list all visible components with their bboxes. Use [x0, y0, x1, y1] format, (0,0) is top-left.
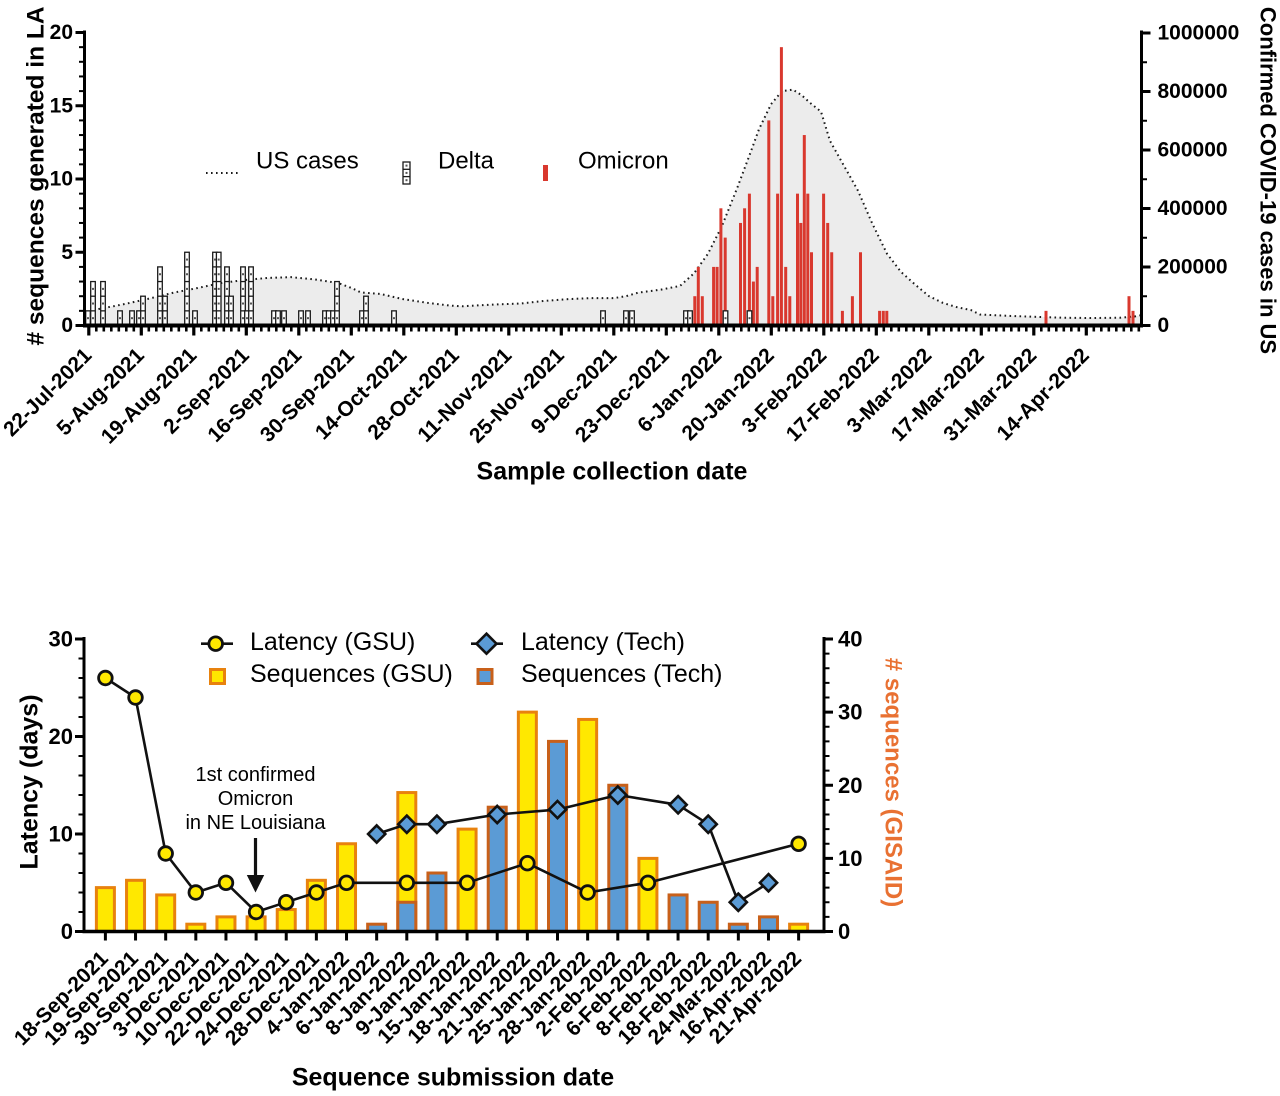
svg-text:Sequences (Tech): Sequences (Tech) — [521, 660, 723, 688]
svg-text:0: 0 — [838, 919, 850, 944]
svg-text:1000000: 1000000 — [1158, 22, 1240, 45]
svg-text:1st confirmed: 1st confirmed — [195, 764, 315, 786]
svg-text:0: 0 — [61, 919, 73, 944]
svg-text:Sequence submission date: Sequence submission date — [292, 1064, 614, 1092]
svg-text:200000: 200000 — [1158, 256, 1228, 279]
svg-text:# sequences generated in LA: # sequences generated in LA — [23, 6, 50, 345]
svg-text:Latency (Tech): Latency (Tech) — [521, 628, 685, 656]
svg-text:Latency (GSU): Latency (GSU) — [250, 628, 415, 656]
svg-text:10: 10 — [50, 168, 73, 191]
svg-text:600000: 600000 — [1158, 139, 1228, 162]
svg-text:400000: 400000 — [1158, 197, 1228, 220]
svg-text:20: 20 — [50, 21, 73, 44]
svg-text:30: 30 — [838, 700, 862, 725]
svg-text:20: 20 — [49, 724, 73, 749]
svg-text:10: 10 — [838, 846, 862, 871]
svg-text:Omicron: Omicron — [218, 788, 294, 810]
svg-text:Sequences (GSU): Sequences (GSU) — [250, 660, 453, 688]
svg-text:15: 15 — [50, 94, 74, 117]
svg-text:5: 5 — [61, 241, 73, 264]
svg-text:800000: 800000 — [1158, 80, 1228, 103]
svg-text:# sequences (GISAID): # sequences (GISAID) — [880, 658, 907, 907]
svg-text:Omicron: Omicron — [578, 148, 669, 175]
svg-text:Latency (days): Latency (days) — [16, 694, 44, 869]
svg-text:Sample collection date: Sample collection date — [477, 458, 748, 486]
svg-text:0: 0 — [61, 314, 73, 337]
svg-text:US cases: US cases — [256, 148, 359, 175]
svg-text:0: 0 — [1158, 314, 1170, 337]
svg-text:20: 20 — [838, 773, 862, 798]
svg-text:Confirmed COVID-19 cases in U: Confirmed COVID-19 cases in US — [1256, 7, 1280, 354]
svg-text:in NE Louisiana: in NE Louisiana — [185, 812, 326, 834]
svg-text:10: 10 — [49, 822, 73, 847]
svg-text:40: 40 — [838, 627, 862, 652]
svg-text:30: 30 — [49, 627, 73, 652]
svg-text:Delta: Delta — [438, 148, 495, 175]
